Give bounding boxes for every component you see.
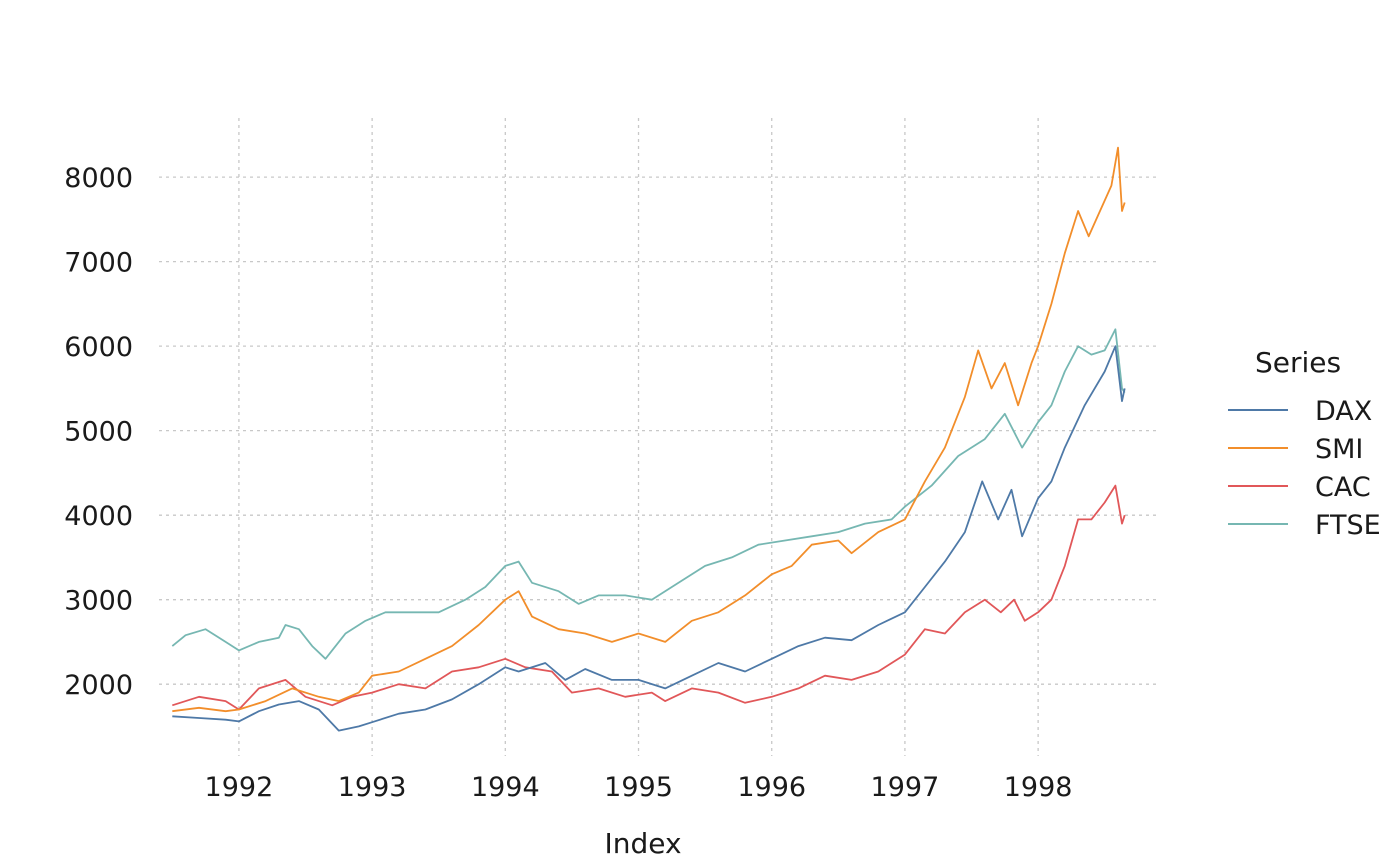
series-line-cac <box>172 484 1126 711</box>
legend-label-dax: DAX <box>1315 396 1372 427</box>
y-tick-label-4000: 4000 <box>64 501 133 532</box>
y-tick-label-6000: 6000 <box>64 332 133 363</box>
y-tick-label-5000: 5000 <box>64 417 133 448</box>
x-gridlines <box>238 118 1039 756</box>
x-tick-label-1997: 1997 <box>871 772 940 803</box>
legend-items: DAX SMI CAC FTSE <box>1228 396 1381 541</box>
x-tick-label-1998: 1998 <box>1004 772 1073 803</box>
x-axis-tick-labels: 1992 1993 1994 1995 1996 1997 1998 <box>205 772 1073 803</box>
series-lines <box>171 146 1126 732</box>
series-line-ftse <box>171 328 1126 660</box>
x-tick-label-1992: 1992 <box>205 772 274 803</box>
x-tick-label-1993: 1993 <box>338 772 407 803</box>
x-tick-label-1994: 1994 <box>471 772 540 803</box>
legend-label-smi: SMI <box>1315 434 1363 465</box>
x-axis-title: Index <box>604 827 681 860</box>
y-tick-label-7000: 7000 <box>64 248 133 279</box>
y-axis-tick-labels: 2000 3000 4000 5000 6000 7000 8000 <box>64 163 133 701</box>
legend-label-ftse: FTSE <box>1315 510 1381 541</box>
y-tick-label-2000: 2000 <box>64 670 133 701</box>
y-tick-label-3000: 3000 <box>64 586 133 617</box>
y-tick-label-8000: 8000 <box>64 163 133 194</box>
x-tick-label-1996: 1996 <box>737 772 806 803</box>
y-gridlines <box>159 176 1158 685</box>
series-line-dax <box>172 345 1126 732</box>
series-line-smi <box>172 146 1126 713</box>
legend-label-cac: CAC <box>1315 472 1371 503</box>
legend-title: Series <box>1255 346 1341 379</box>
legend: Series DAX SMI CAC FTSE <box>1228 346 1381 541</box>
x-tick-label-1995: 1995 <box>604 772 673 803</box>
